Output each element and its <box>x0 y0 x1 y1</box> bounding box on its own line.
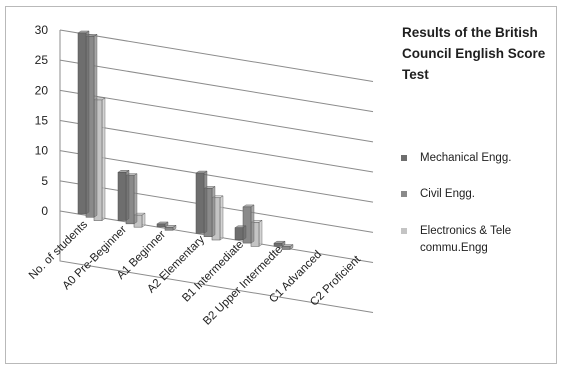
bar <box>242 206 252 244</box>
bar-side <box>93 33 98 218</box>
y-tick-label: 0 <box>41 204 48 218</box>
bar-side <box>258 219 263 247</box>
gridline <box>59 29 374 82</box>
x-tick-label: B2 Upper Intermedte <box>201 244 285 328</box>
bar-side <box>141 212 146 228</box>
legend-label-line-2: commu.Engg <box>420 242 488 254</box>
bar <box>234 227 244 241</box>
gridline <box>59 89 374 143</box>
legend-swatch <box>401 228 407 234</box>
y-tick-label: 30 <box>35 23 49 37</box>
y-tick-label: 20 <box>35 83 49 97</box>
legend-label: Mechanical Engg. <box>420 152 512 164</box>
bar <box>117 172 127 221</box>
chart-title-line-1: Results of the British <box>402 25 538 40</box>
bar-side <box>125 169 130 221</box>
bar <box>273 242 283 247</box>
chart-title-line-2: Council English Score <box>402 46 546 61</box>
y-tick-label: 10 <box>35 144 49 158</box>
bar <box>195 172 205 234</box>
bar-side <box>219 195 224 241</box>
bar-side <box>242 225 247 241</box>
bar <box>164 227 174 231</box>
legend-swatch <box>401 155 407 161</box>
y-tick-label: 5 <box>41 174 48 188</box>
bar <box>281 246 291 250</box>
bar-side <box>250 204 255 244</box>
bar <box>77 32 87 215</box>
gridline <box>59 59 374 113</box>
chart-title-line-3: Test <box>402 67 429 82</box>
legend-swatch <box>401 191 407 197</box>
gridline <box>59 150 374 203</box>
gridline <box>59 120 374 173</box>
bar-side <box>85 30 90 215</box>
bar <box>156 223 166 228</box>
bar-side <box>101 97 106 221</box>
bar-side <box>203 170 208 234</box>
chart-frame <box>5 6 557 364</box>
floor-edge <box>59 211 374 313</box>
y-tick-label: 15 <box>35 114 49 128</box>
y-tick-label: 25 <box>35 53 49 67</box>
legend-label-line-1: Electronics & Tele <box>420 225 512 237</box>
bar-side <box>211 186 216 238</box>
legend-label: Civil Engg. <box>420 188 475 200</box>
bar-side <box>133 173 138 225</box>
